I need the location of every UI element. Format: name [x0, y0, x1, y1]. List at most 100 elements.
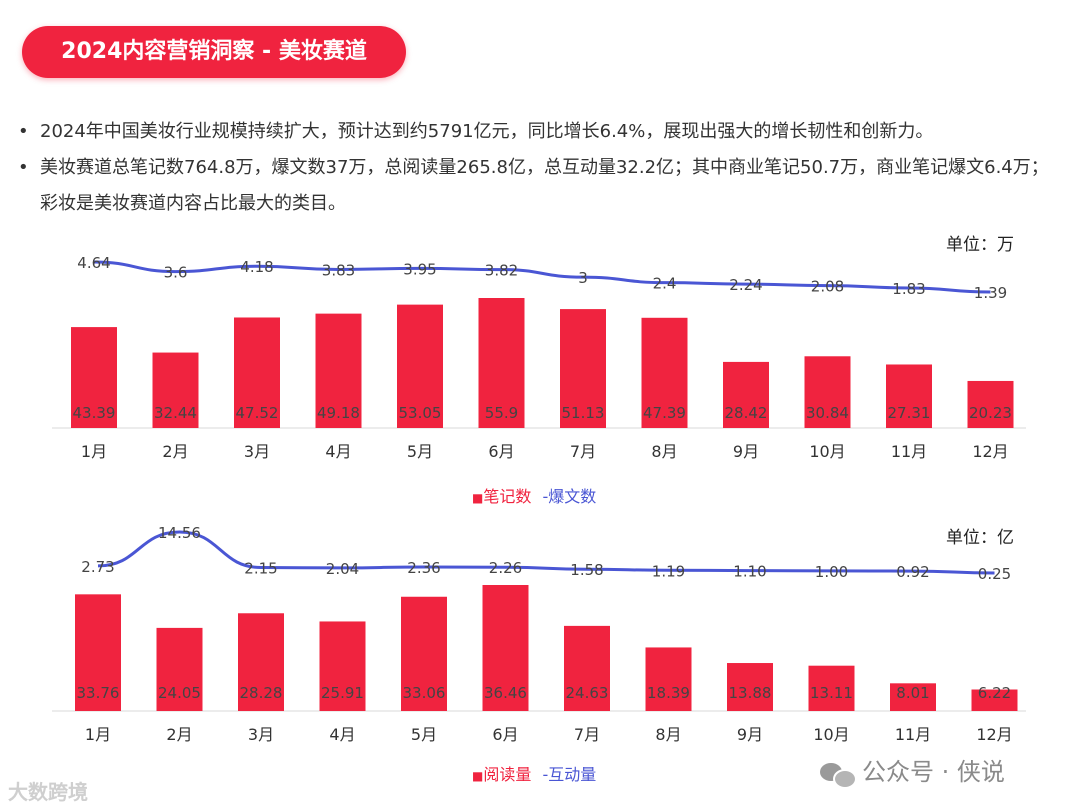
reads-tick-label: 12月: [976, 725, 1012, 744]
reads-bar-7月: [564, 625, 610, 711]
reads-bar-label: 8.01: [896, 684, 929, 702]
notes-line-label: 3.82: [485, 262, 518, 280]
notes-bar-label: 32.44: [154, 404, 197, 422]
reads-bar-label: 18.39: [647, 684, 690, 702]
reads-bar-11月: [890, 683, 936, 711]
reads-line-label: 14.56: [158, 524, 201, 542]
notes-tick-label: 9月: [733, 442, 759, 461]
notes-line-label: 3.6: [164, 264, 188, 282]
notes-line-label: 2.4: [653, 275, 677, 293]
notes-line-label: 2.08: [811, 278, 844, 296]
reads-line-label: 1.58: [570, 561, 603, 579]
legend-bar-swatch: ■: [472, 769, 484, 783]
notes-bar-label: 51.13: [562, 404, 605, 422]
summary-bullets: • 2024年中国美妆行业规模持续扩大，预计达到约5791亿元，同比增长6.4%…: [18, 114, 1063, 222]
reads-tick-label: 2月: [166, 725, 192, 744]
notes-bar-2月: [152, 352, 199, 428]
notes-line-label: 3.83: [322, 261, 355, 279]
reads-line-label: 0.25: [978, 565, 1011, 583]
notes-tick-label: 1月: [81, 442, 107, 461]
notes-bar-6月: [478, 298, 525, 428]
notes-line-label: 1.83: [892, 280, 925, 298]
notes-tick-label: 7月: [570, 442, 596, 461]
reads-tick-label: 11月: [895, 725, 931, 744]
reads-tick-label: 1月: [85, 725, 111, 744]
reads-bar-label: 24.63: [566, 684, 609, 702]
notes-bar-12月: [967, 380, 1014, 428]
notes-line-label: 1.39: [974, 284, 1007, 302]
watermark-text: 公众号 · 侠说: [862, 758, 1005, 786]
notes-tick-label: 11月: [891, 442, 927, 461]
notes-tick-label: 10月: [809, 442, 845, 461]
legend-bar-label: 阅读量: [483, 765, 532, 784]
notes-line-label: 2.24: [729, 276, 762, 294]
chart2-legend: ■阅读量 -互动量: [472, 761, 596, 785]
notes-bar-4月: [315, 313, 362, 428]
notes-tick-label: 6月: [488, 442, 514, 461]
notes-line-label: 3.95: [403, 260, 436, 278]
legend-bar-swatch: ■: [472, 491, 484, 505]
reads-chart: 33.76 24.05 28.28 25.91 33.06 36.46 24.63 18.39…: [52, 524, 1026, 744]
reads-bar-12月: [971, 689, 1018, 711]
notes-tick-label: 3月: [244, 442, 270, 461]
notes-bar-8月: [641, 317, 688, 428]
notes-bar-label: 43.39: [73, 404, 116, 422]
reads-bar-4月: [319, 621, 366, 711]
notes-bar-label: 28.42: [725, 404, 768, 422]
bullet-dot: •: [18, 157, 29, 178]
notes-tick-label: 2月: [162, 442, 188, 461]
notes-bar-label: 55.9: [485, 404, 518, 422]
reads-bar-label: 24.05: [158, 684, 201, 702]
reads-line-label: 2.26: [489, 559, 522, 577]
notes-bar-label: 27.31: [888, 404, 931, 422]
notes-bar-11月: [886, 364, 932, 428]
legend-bar-label: 笔记数: [483, 487, 532, 506]
notes-bar-label: 20.23: [969, 404, 1012, 422]
watermark-logo: 大数跨境: [8, 780, 88, 804]
notes-bar-label: 47.39: [643, 404, 686, 422]
watermark-account: 公众号 · 侠说: [820, 752, 1005, 789]
reads-line-label: 1.00: [815, 563, 848, 581]
reads-line-label: 2.15: [244, 560, 277, 578]
reads-bar-10月: [808, 665, 855, 711]
notes-tick-label: 5月: [407, 442, 433, 461]
reads-bar-label: 33.76: [77, 684, 120, 702]
bullet-dot: •: [18, 121, 29, 142]
reads-tick-label: 3月: [248, 725, 274, 744]
bullet-text: 2024年中国美妆行业规模持续扩大，预计达到约5791亿元，同比增长6.4%，展…: [40, 121, 934, 142]
reads-tick-label: 7月: [574, 725, 600, 744]
reads-line-label: 1.10: [733, 563, 766, 581]
reads-bar-2月: [156, 627, 203, 711]
reads-tick-label: 4月: [329, 725, 355, 744]
reads-bar-label: 25.91: [321, 684, 364, 702]
bullet-item: • 2024年中国美妆行业规模持续扩大，预计达到约5791亿元，同比增长6.4%…: [18, 114, 1063, 150]
wechat-icon: [820, 761, 857, 789]
reads-tick-label: 8月: [655, 725, 681, 744]
notes-bar-10月: [804, 356, 851, 428]
notes-bar-1月: [71, 327, 117, 428]
reads-bar-5月: [401, 596, 447, 711]
notes-bar-7月: [560, 309, 606, 428]
notes-bar-3月: [234, 317, 280, 428]
reads-bar-label: 13.11: [810, 684, 853, 702]
reads-bar-6月: [482, 585, 529, 711]
chart2-unit-label: 单位：亿: [946, 528, 1014, 548]
notes-bar-label: 49.18: [317, 404, 360, 422]
notes-tick-label: 12月: [972, 442, 1008, 461]
notes-tick-label: 4月: [325, 442, 351, 461]
notes-bar-label: 53.05: [399, 404, 442, 422]
reads-bar-label: 33.06: [403, 684, 446, 702]
reads-tick-label: 6月: [492, 725, 518, 744]
reads-line-label: 2.04: [326, 560, 359, 578]
reads-line-label: 2.73: [81, 558, 114, 576]
reads-bar-label: 13.88: [729, 684, 772, 702]
chart1-unit-label: 单位：万: [946, 235, 1014, 255]
notes-bar-5月: [397, 304, 443, 428]
notes-tick-label: 8月: [651, 442, 677, 461]
notes-bar-label: 30.84: [806, 404, 849, 422]
bullet-text: 美妆赛道总笔记数764.8万，爆文数37万，总阅读量265.8亿，总互动量32.…: [40, 157, 1049, 214]
notes-line-label: 4.18: [240, 258, 273, 276]
reads-bar-8月: [645, 647, 692, 711]
reads-trend-line: [97, 530, 995, 575]
reads-bar-9月: [727, 663, 773, 711]
